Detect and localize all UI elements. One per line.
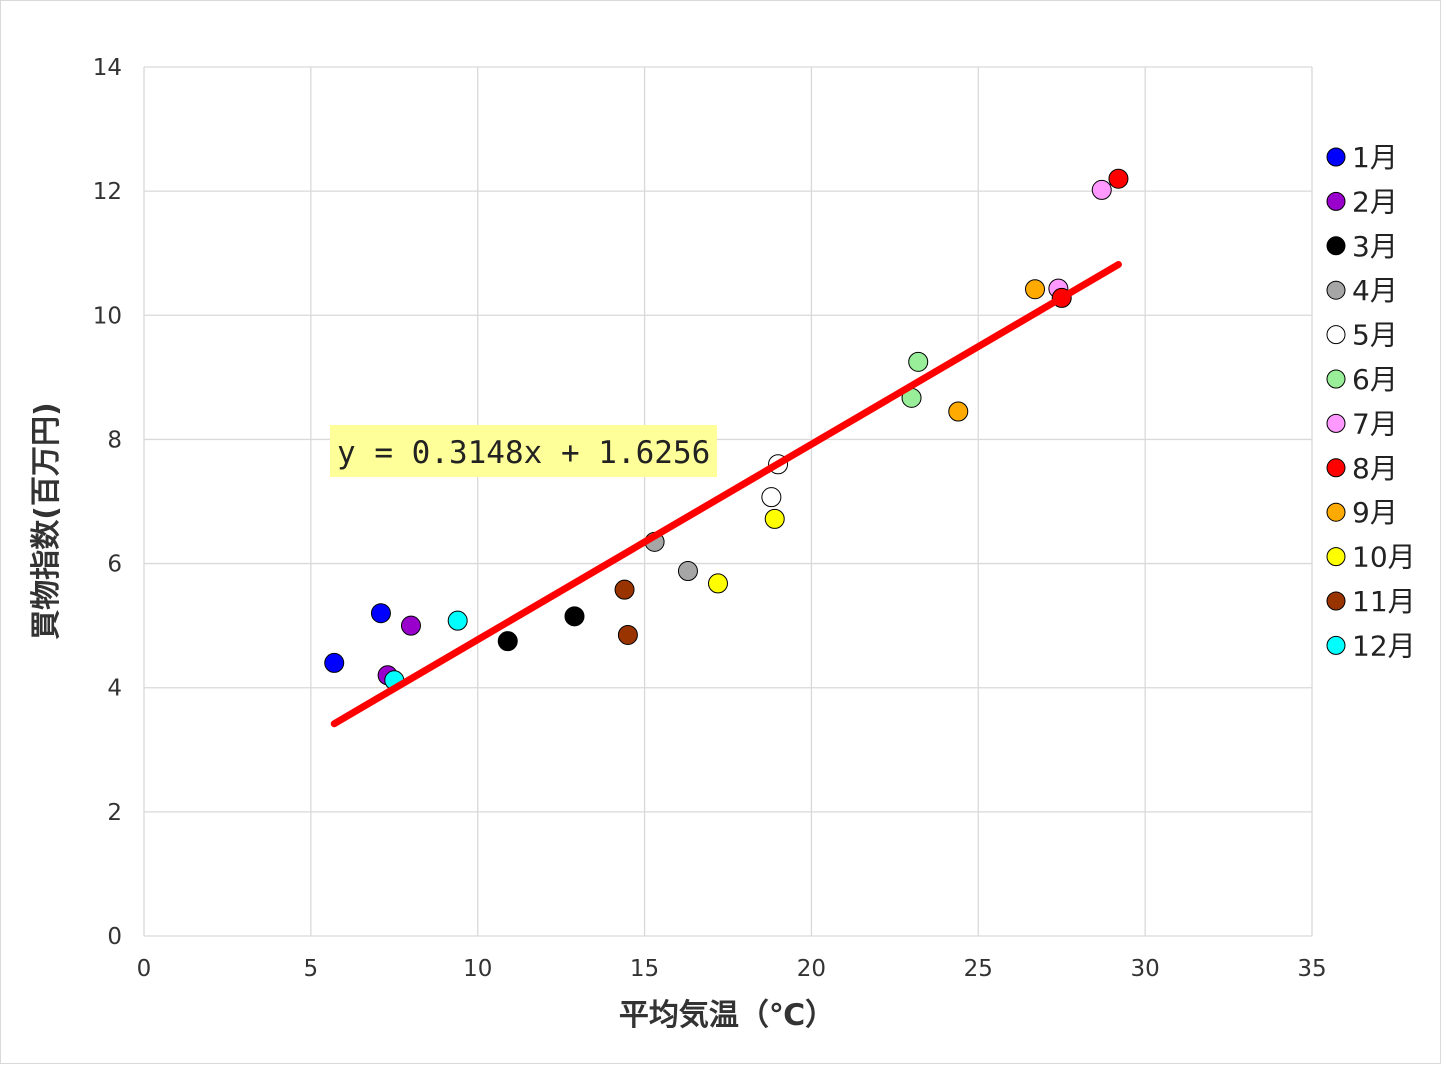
trendline-equation-label: y = 0.3148x + 1.6256 [337, 435, 710, 471]
data-point [370, 603, 391, 624]
data-point [617, 624, 638, 645]
x-tick-label: 10 [463, 956, 492, 982]
data-point [497, 631, 518, 652]
legend-marker [1326, 280, 1346, 300]
data-point [764, 508, 785, 529]
trendline-equation-background [330, 425, 717, 477]
legend-marker [1326, 635, 1346, 655]
data-point [1091, 179, 1112, 200]
legend-label: 10月 [1352, 541, 1416, 574]
legend-label: 6月 [1352, 363, 1398, 396]
legend: 1月 2月 3月 4月 5月 6月 7月 8月 9月 10月 11月 12月 [1326, 141, 1416, 662]
legend-marker [1326, 369, 1346, 389]
legend-marker [1326, 458, 1346, 478]
tick-labels: 0 2 4 6 8 10 12 14 0 5 10 15 20 25 30 35 [93, 55, 1327, 982]
x-tick-label: 35 [1297, 956, 1326, 982]
trendline-layer [330, 261, 1122, 728]
data-point [1108, 168, 1129, 189]
x-tick-label: 5 [304, 956, 319, 982]
y-tick-label: 6 [107, 552, 122, 578]
y-tick-label: 14 [93, 55, 122, 81]
legend-marker [1326, 147, 1346, 167]
y-tick-label: 10 [93, 303, 122, 329]
trendline-equation-group: y = 0.3148x + 1.6256 [330, 425, 717, 477]
data-point [1025, 279, 1046, 300]
data-point [324, 652, 345, 673]
data-point [564, 606, 585, 627]
y-tick-label: 4 [107, 676, 122, 702]
legend-label: 5月 [1352, 319, 1398, 352]
legend-label: 8月 [1352, 452, 1398, 485]
legend-marker [1326, 591, 1346, 611]
grid-layer [143, 66, 1313, 937]
legend-label: 7月 [1352, 407, 1398, 440]
y-tick-label: 8 [107, 427, 122, 453]
data-point [761, 487, 782, 508]
data-point [677, 561, 698, 582]
x-tick-label: 0 [137, 956, 152, 982]
y-axis-title: 買物指数(百万円) [29, 402, 64, 639]
y-tick-label: 2 [107, 800, 122, 826]
x-tick-label: 15 [630, 956, 659, 982]
legend-label: 4月 [1352, 274, 1398, 307]
trendline [330, 261, 1122, 728]
x-tick-label: 25 [964, 956, 993, 982]
legend-label: 1月 [1352, 141, 1398, 174]
legend-label: 2月 [1352, 185, 1398, 218]
x-tick-label: 20 [797, 956, 826, 982]
legend-marker [1326, 413, 1346, 433]
y-tick-label: 0 [107, 924, 122, 950]
legend-label: 9月 [1352, 496, 1398, 529]
legend-label: 11月 [1352, 585, 1416, 618]
legend-label: 12月 [1352, 629, 1416, 662]
data-point [614, 579, 635, 600]
y-tick-label: 12 [93, 179, 122, 205]
legend-marker [1326, 547, 1346, 567]
data-point [707, 573, 728, 594]
legend-marker [1326, 236, 1346, 256]
data-point [400, 615, 421, 636]
x-axis-title: 平均気温（℃） [619, 998, 835, 1033]
data-point [908, 351, 929, 372]
legend-marker [1326, 325, 1346, 345]
legend-label: 3月 [1352, 230, 1398, 263]
data-point [447, 610, 468, 631]
legend-marker [1326, 191, 1346, 211]
data-point [948, 401, 969, 422]
legend-marker [1326, 502, 1346, 522]
x-tick-label: 30 [1131, 956, 1160, 982]
